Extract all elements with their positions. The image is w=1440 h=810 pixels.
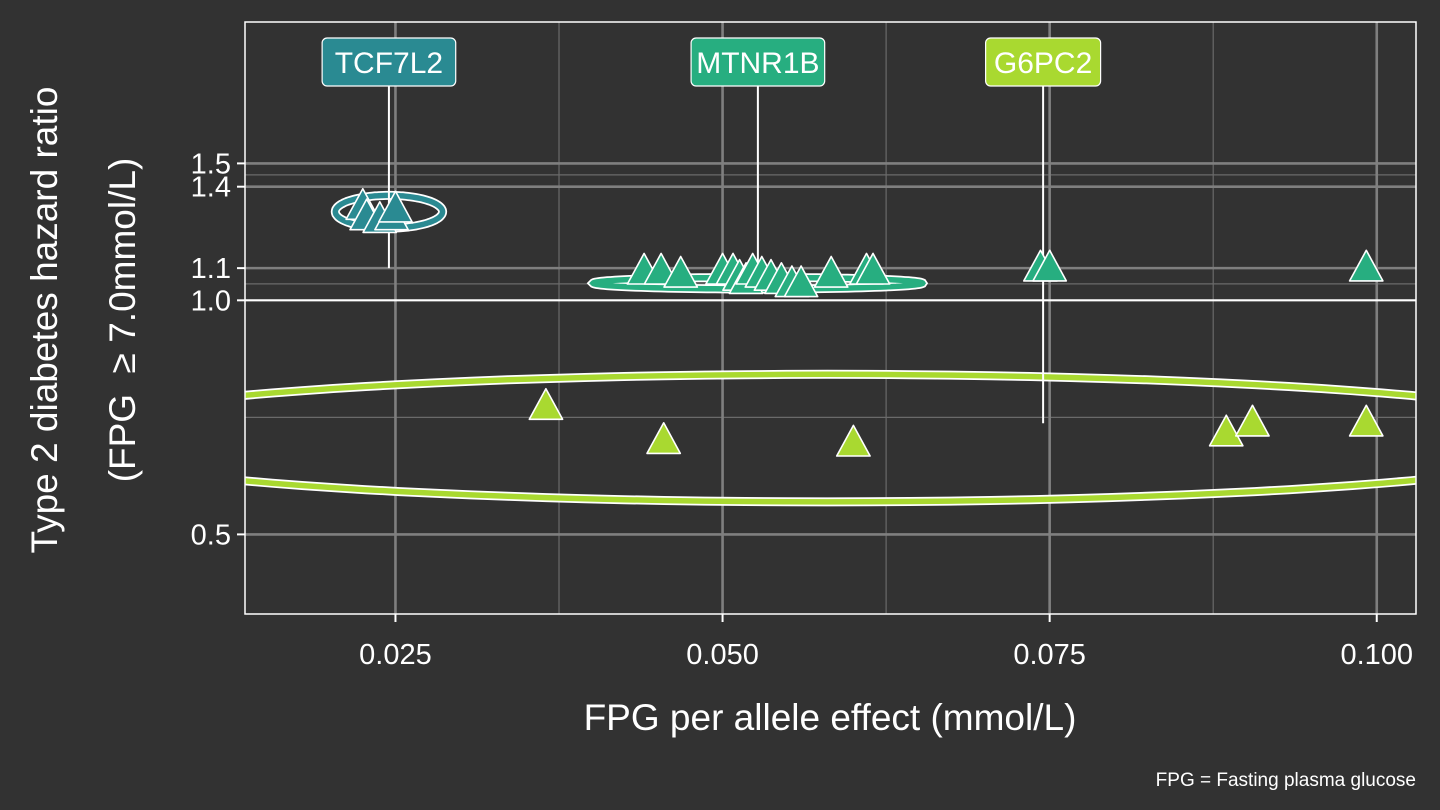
grid xyxy=(245,22,1416,614)
label-box-mtnr1b xyxy=(690,37,826,87)
y-tick-label: 1.4 xyxy=(191,172,231,204)
y-tick-label: 1.0 xyxy=(191,285,231,317)
point-mtnr1b xyxy=(855,252,891,285)
x-tick-label: 0.100 xyxy=(1340,639,1413,671)
axis-ticks: 0.025 0.050 0.075 0.100 0.5 1.01.1 1.41.5 xyxy=(191,148,1413,671)
ellipse-tcf7l2 xyxy=(332,192,446,231)
series-labels: TCF7L2 MTNR1B G6PC2 xyxy=(321,37,1102,87)
panel-border xyxy=(244,21,1417,615)
point-mtnr1b xyxy=(1348,249,1384,282)
data-points xyxy=(345,187,1384,457)
y-tick-label: 0.5 xyxy=(191,519,231,551)
y-axis-title-line1: Type 2 diabetes hazard ratio xyxy=(24,87,65,554)
label-g6pc2: G6PC2 xyxy=(994,47,1092,80)
ellipse-g6pc2 xyxy=(245,371,1416,505)
label-box-g6pc2 xyxy=(985,37,1102,87)
point-g6pc2 xyxy=(528,387,564,421)
x-tick-label: 0.075 xyxy=(1013,639,1086,671)
point-mtnr1b xyxy=(783,265,819,298)
label-mtnr1b: MTNR1B xyxy=(696,47,819,80)
point-mtnr1b xyxy=(1032,249,1068,282)
point-g6pc2 xyxy=(646,421,682,455)
caption: FPG = Fasting plasma glucose xyxy=(1156,770,1416,791)
point-g6pc2 xyxy=(1348,404,1384,437)
label-box-tcf7l2 xyxy=(321,37,457,87)
y-axis-title-line2: (FPG ≥ 7.0mmol/L) xyxy=(102,158,143,483)
x-axis-title: FPG per allele effect (mmol/L) xyxy=(584,697,1077,738)
y-tick-label: 1.1 xyxy=(191,253,231,285)
point-g6pc2 xyxy=(1208,414,1244,447)
label-tcf7l2: TCF7L2 xyxy=(335,47,443,80)
point-mtnr1b xyxy=(813,255,849,288)
point-g6pc2 xyxy=(1235,404,1270,437)
point-mtnr1b xyxy=(663,255,699,288)
label-connectors xyxy=(387,62,1045,424)
point-g6pc2 xyxy=(835,424,871,457)
x-tick-label: 0.050 xyxy=(686,639,759,671)
y-tick-label: 1.5 xyxy=(191,148,231,180)
x-tick-label: 0.025 xyxy=(359,639,432,671)
point-tcf7l2 xyxy=(377,190,413,223)
